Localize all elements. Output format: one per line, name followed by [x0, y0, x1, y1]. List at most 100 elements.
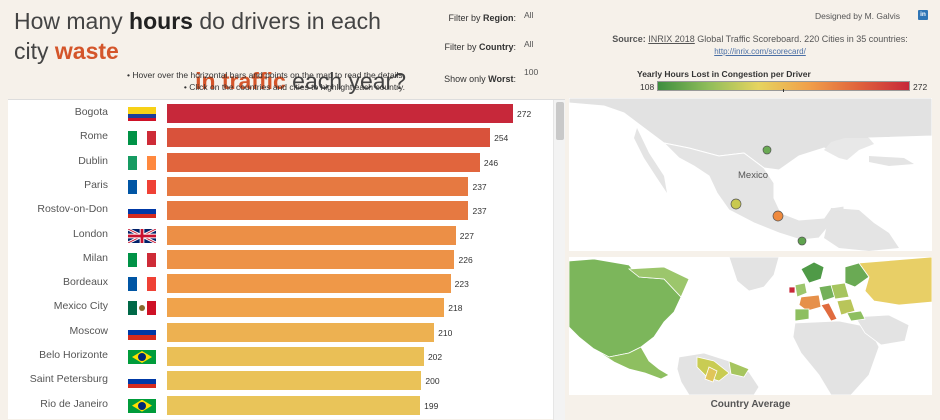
flag-italy-icon: [128, 131, 156, 146]
map-country-spain[interactable]: [794, 308, 810, 322]
bar-city-label[interactable]: Rio de Janeiro: [40, 397, 108, 410]
country-filter-value[interactable]: All: [524, 39, 534, 49]
linkedin-icon[interactable]: in: [918, 10, 928, 20]
country-map[interactable]: [569, 257, 932, 395]
flag-brazil-icon: [128, 398, 156, 413]
bar-row[interactable]: Rome 254: [8, 125, 553, 149]
bar-city-label[interactable]: Moscow: [69, 324, 108, 337]
legend-tick: [783, 89, 784, 92]
scrollbar[interactable]: [553, 100, 565, 420]
bar-city-label[interactable]: Bogota: [74, 106, 108, 118]
title-text: do drivers in each city: [14, 8, 381, 64]
source-text: Global Traffic Scoreboard. 220 Cities in…: [694, 34, 908, 44]
legend-max: 272: [913, 82, 928, 92]
bar-row[interactable]: Belo Horizonte 202: [8, 344, 553, 368]
map-land-baja: [634, 128, 667, 193]
worst-filter-label: Show only Worst:: [444, 74, 516, 84]
map-country-poland[interactable]: [830, 282, 850, 300]
bar[interactable]: [167, 371, 422, 391]
bar-value-label: 223: [454, 279, 469, 290]
bar[interactable]: [167, 104, 513, 123]
map-point-puebla[interactable]: [797, 236, 807, 246]
map-land-africa: [792, 320, 880, 395]
city-map[interactable]: Mexico: [569, 98, 932, 251]
bar-city-label[interactable]: Rome: [79, 130, 108, 143]
map-label-mexico: Mexico: [738, 170, 769, 181]
flag-france-icon: [128, 277, 156, 292]
worst-filter-value[interactable]: 100: [524, 67, 539, 77]
map-country-mexico[interactable]: [593, 346, 670, 380]
map-point-monterrey[interactable]: [762, 145, 772, 155]
bar-value-label: 272: [517, 109, 532, 119]
hint-hover: • Hover over the horizontal bars and poi…: [127, 70, 405, 80]
region-filter-label: Filter by Region:: [448, 13, 516, 23]
title-accent: in traffic: [195, 68, 286, 94]
bar-value-label: 227: [459, 230, 474, 241]
source-label: Source:: [612, 34, 649, 44]
bar-city-label[interactable]: Belo Horizonte: [39, 349, 108, 361]
bar-row[interactable]: Moscow 210: [8, 320, 553, 344]
flag-ireland-icon: [128, 155, 156, 170]
bar-chart-panel: Bogota 272 Rome 254 Dublin 246 Paris 237 Rostov-…: [8, 99, 565, 420]
title-accent: waste: [54, 38, 119, 64]
bar-row[interactable]: Mexico City 218: [8, 295, 553, 319]
source-link[interactable]: INRIX 2018: [648, 34, 695, 44]
bar[interactable]: [167, 225, 456, 245]
map-country-venezuela[interactable]: [728, 360, 750, 378]
map-country-italy[interactable]: [820, 302, 838, 322]
bar[interactable]: [167, 395, 421, 415]
flag-italy-icon: [128, 252, 156, 267]
map-country-russia[interactable]: [858, 257, 932, 306]
map-country-panama[interactable]: [704, 366, 718, 383]
bar-row[interactable]: Rio de Janeiro 199: [8, 393, 553, 417]
map-land-central-america: [824, 208, 899, 251]
bar-row[interactable]: Paris 237: [8, 174, 553, 198]
instructions: • Hover over the horizontal bars and poi…: [25, 69, 405, 93]
bar-row[interactable]: London 227: [8, 223, 553, 247]
bar[interactable]: [167, 201, 469, 221]
bar-value-label: 246: [483, 157, 499, 168]
bar-row[interactable]: Dublin 246: [8, 150, 553, 174]
map-country-scandinavia[interactable]: [800, 261, 825, 284]
bar-value-label: 199: [424, 400, 439, 411]
bar-city-label[interactable]: Milan: [82, 251, 108, 264]
title-bold: hours: [129, 8, 193, 34]
bar-city-label[interactable]: Rostov-on-Don: [37, 203, 108, 216]
map-country-france[interactable]: [798, 294, 822, 312]
bar-city-label[interactable]: Paris: [84, 178, 108, 191]
map-point-mexico-city[interactable]: [772, 210, 784, 222]
scroll-thumb[interactable]: [556, 102, 564, 140]
source-url[interactable]: http://inrix.com/scorecard/: [714, 47, 806, 56]
bar-row[interactable]: Rostov-on-Don 237: [8, 198, 553, 222]
map-land-middle-east: [854, 314, 910, 346]
bar[interactable]: [167, 322, 435, 342]
dashboard-title: How many hours do drivers in each city w…: [14, 6, 414, 96]
map-land-cuba: [869, 156, 914, 166]
map-point-guadalajara[interactable]: [730, 198, 742, 210]
map-country-ireland[interactable]: [788, 286, 796, 294]
bar-chart: Bogota 272 Rome 254 Dublin 246 Paris 237 Rostov-…: [8, 100, 553, 420]
bar[interactable]: [167, 274, 451, 294]
bar[interactable]: [167, 249, 455, 269]
bar-city-label[interactable]: Saint Petersburg: [29, 373, 108, 386]
bar[interactable]: [167, 128, 491, 148]
map-country-hungary[interactable]: [836, 298, 856, 316]
bar-row[interactable]: Bogota 272: [8, 101, 553, 125]
bar[interactable]: [167, 176, 469, 196]
bar-row[interactable]: Bordeaux 223: [8, 271, 553, 295]
bar-city-label[interactable]: Mexico City: [53, 300, 108, 313]
map-country-turkey[interactable]: [846, 310, 866, 322]
bar-value-label: 226: [458, 254, 473, 265]
region-filter-value[interactable]: All: [524, 10, 534, 20]
bar-city-label[interactable]: Bordeaux: [63, 276, 108, 289]
bar-row[interactable]: Saint Petersburg 200: [8, 368, 553, 392]
hint-click: • Click on the countries and cities to h…: [183, 82, 405, 92]
bar[interactable]: [167, 347, 424, 366]
bar-row[interactable]: Milan 226: [8, 247, 553, 271]
bar[interactable]: [167, 152, 480, 172]
bar-city-label[interactable]: London: [72, 227, 108, 240]
map-country-canada[interactable]: [627, 266, 690, 298]
bar[interactable]: [167, 298, 445, 318]
map-country-uk[interactable]: [794, 282, 808, 298]
bar-city-label[interactable]: Dublin: [78, 154, 108, 167]
